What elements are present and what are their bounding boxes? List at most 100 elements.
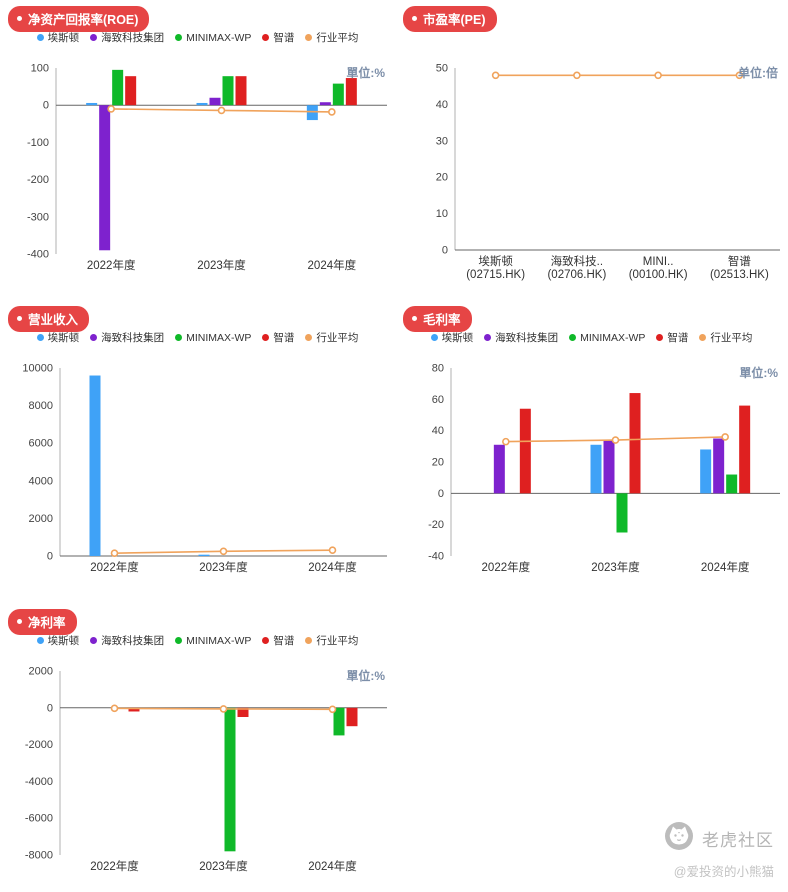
y-tick-label: 0	[47, 702, 53, 714]
badge-dot-icon	[17, 16, 22, 21]
legend-label: 埃斯顿	[47, 32, 80, 44]
x-category-label: 2023年度	[591, 560, 640, 574]
legend-item[interactable]: 海致科技集团	[484, 330, 558, 345]
x-category-label: 2022年度	[87, 258, 136, 272]
legend-item[interactable]: 海致科技集团	[90, 330, 164, 345]
line-point	[328, 108, 336, 116]
legend-dot-icon	[90, 637, 98, 644]
y-tick-label: 40	[432, 425, 444, 437]
legend-label: MINIMAX-WP	[186, 634, 252, 647]
legend-dot-icon	[175, 334, 183, 341]
legend-label: MINIMAX-WP	[186, 331, 252, 344]
bar	[306, 105, 318, 121]
legend-item[interactable]: 行业平均	[699, 330, 752, 345]
badge-dot-icon	[17, 619, 22, 624]
x-category-label: (00100.HK)	[629, 269, 688, 281]
y-tick-label: 0	[43, 100, 49, 112]
legend-item[interactable]: 智谱	[262, 633, 294, 648]
y-tick-label: 6000	[29, 438, 53, 450]
line-point	[611, 436, 620, 444]
unit-label: 單位:%	[346, 668, 385, 683]
legend-item[interactable]: 行业平均	[305, 330, 358, 345]
legend-dot-icon	[305, 34, 313, 41]
bar	[237, 707, 249, 717]
chart-card-revenue: 营业收入 埃斯顿 海致科技集团 MINIMAX-WP 智谱 行业平均 10000 8000…	[0, 300, 395, 592]
legend-item[interactable]: 海致科技集团	[90, 30, 164, 45]
legend-item[interactable]: 埃斯顿	[36, 330, 79, 345]
bar	[739, 405, 751, 494]
x-category-label: 2023年度	[199, 859, 248, 873]
y-tick-label: 2000	[29, 666, 53, 678]
bar	[345, 78, 357, 106]
legend-item[interactable]: 智谱	[262, 330, 294, 345]
bar	[590, 444, 602, 494]
line-point	[502, 437, 510, 446]
legend-item[interactable]: 埃斯顿	[36, 30, 80, 45]
chart-title-badge: 净资产回报率(ROE)	[8, 6, 150, 32]
y-tick-label: -4000	[25, 776, 53, 788]
y-tick-label: 4000	[29, 475, 53, 487]
x-category-label: MINI..	[643, 256, 674, 268]
bar	[125, 76, 137, 106]
legend-item[interactable]: 海致科技集团	[90, 633, 164, 648]
bar	[319, 102, 331, 106]
legend-dot-icon	[36, 637, 44, 644]
legend-dot-icon	[305, 637, 313, 644]
line-point	[219, 705, 228, 713]
chart-title-badge: 净利率	[8, 609, 77, 635]
legend-dot-icon	[305, 334, 313, 341]
legend-item[interactable]: MINIMAX-WP	[569, 332, 645, 344]
legend-item[interactable]: 行业平均	[305, 30, 358, 45]
bar	[332, 83, 344, 106]
legend-dot-icon	[262, 34, 270, 41]
legend-item[interactable]: 智谱	[262, 30, 294, 45]
y-tick-label: -8000	[25, 850, 53, 862]
legend-label: 行业平均	[316, 332, 359, 344]
legend-item[interactable]: MINIMAX-WP	[175, 32, 251, 44]
legend-item[interactable]: MINIMAX-WP	[175, 635, 251, 647]
x-category-label: 2022年度	[90, 859, 139, 873]
legend-dot-icon	[430, 334, 438, 341]
legend-item[interactable]: 埃斯顿	[430, 330, 473, 345]
y-tick-label: 8000	[29, 400, 53, 412]
y-tick-label: 0	[438, 488, 444, 500]
chart-title-badge: 市盈率(PE)	[403, 6, 497, 32]
chart-canvas-net-margin: 2000 0 -2000 -4000 -6000 -8000 2022年度 2023年度 202…	[25, 666, 387, 873]
x-category-label: 2023年度	[199, 560, 248, 574]
y-tick-label: 40	[436, 99, 448, 111]
legend-label: 行业平均	[316, 32, 359, 44]
legend-label: MINIMAX-WP	[186, 31, 252, 44]
badge-dot-icon	[412, 16, 417, 21]
chart-legend: 埃斯顿 海致科技集团 MINIMAX-WP 智谱 行业平均	[0, 633, 395, 648]
legend-dot-icon	[90, 34, 98, 41]
bar	[616, 493, 628, 533]
legend-label: 海致科技集团	[101, 635, 165, 647]
line-point	[491, 71, 500, 80]
legend-label: 行业平均	[316, 635, 359, 647]
line-point	[110, 549, 119, 557]
legend-label: 海致科技集团	[101, 32, 165, 44]
y-tick-label: -100	[27, 137, 49, 149]
line-point	[721, 433, 729, 441]
y-tick-label: 50	[436, 63, 448, 75]
legend-label: 智谱	[273, 32, 295, 44]
legend-item[interactable]: 智谱	[656, 330, 688, 345]
legend-item[interactable]: 行业平均	[305, 633, 358, 648]
chart-title: 市盈率(PE)	[423, 13, 486, 27]
legend-label: 行业平均	[710, 332, 753, 344]
bar	[128, 707, 140, 712]
x-category-label: 2024年度	[308, 859, 357, 873]
chart-canvas-pe: 50 40 30 20 10 0 埃斯顿(02715.HK) 海致科技..(02706.HK)…	[436, 63, 780, 281]
chart-legend: 埃斯顿 海致科技集团 MINIMAX-WP 智谱 行业平均	[395, 330, 788, 345]
legend-item[interactable]: MINIMAX-WP	[175, 332, 251, 344]
bar	[222, 76, 234, 106]
bar	[493, 444, 505, 494]
legend-label: 智谱	[273, 635, 295, 647]
badge-dot-icon	[17, 316, 22, 321]
legend-item[interactable]: 埃斯顿	[36, 633, 79, 648]
bar	[700, 449, 712, 494]
y-tick-label: 20	[432, 457, 444, 469]
line-point	[328, 705, 337, 714]
chart-title: 毛利率	[423, 313, 461, 327]
chart-card-pe: 市盈率(PE) 50 40 30 20 10 0 埃斯顿 (02715.HK) 海致科技.. (0…	[395, 0, 788, 292]
